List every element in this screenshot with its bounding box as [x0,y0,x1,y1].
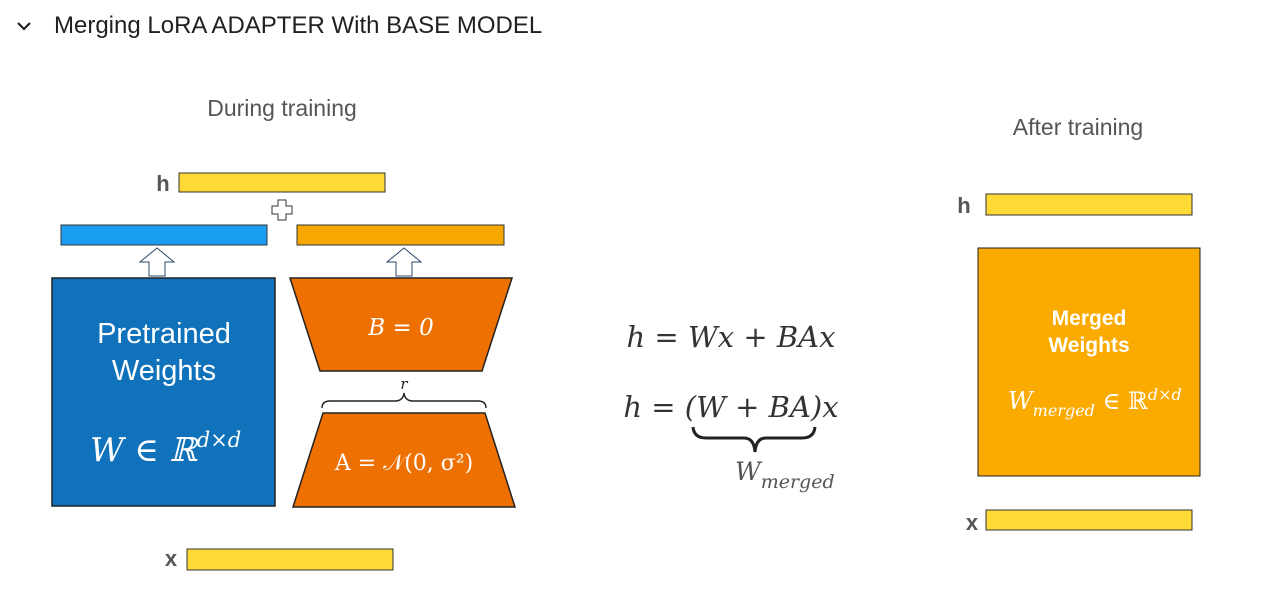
merged-weights-box [977,247,1201,477]
during-training-title: During training [207,95,357,121]
pretrained-label-line2: Weights [112,355,216,387]
up-arrow-icon [138,247,176,277]
after-x-label: x [966,510,979,535]
rank-brace [321,392,487,409]
w-formula: W ∈ ℝd×d [90,428,241,469]
equation-line2: h = (W + BA)x [623,390,838,424]
lora-b-matrix [288,277,514,372]
after-h-label: h [957,193,970,218]
during-h-label: h [156,171,169,196]
merged-formula-sup: d×d [1148,385,1182,404]
rank-label: r [400,375,408,393]
b-formula: B = 0 [367,315,433,341]
after-h-vector [985,193,1193,216]
w-merged-sub: merged [761,471,835,493]
merged-formula-rest: ∈ ℝ [1095,387,1149,415]
merged-label-line2: Weights [1048,334,1129,357]
lora-a-matrix [291,412,517,508]
w-merged-base: W [735,457,763,486]
pretrained-weights-box [51,277,276,507]
w-formula-base: W ∈ ℝ [90,430,199,469]
pretrained-output-bar [60,224,268,246]
w-merged-label: Wmerged [735,457,835,493]
merged-formula-base: W [1008,387,1035,415]
chevron-down-icon[interactable] [14,16,34,36]
equation-line1: h = Wx + BAx [627,320,836,354]
merged-formula-sub: merged [1033,401,1095,420]
merged-formula: Wmerged ∈ ℝd×d [1008,385,1182,420]
after-x-vector [985,509,1193,531]
plus-icon [271,199,293,221]
a-formula: A = 𝒩(0, σ²) [334,451,473,476]
lora-output-bar [296,224,505,246]
section-title: Merging LoRA ADAPTER With BASE MODEL [54,12,543,39]
during-x-label: x [165,546,178,571]
during-h-vector [178,172,386,193]
pretrained-label-line1: Pretrained [97,318,231,350]
up-arrow-icon [385,247,423,277]
merged-brace [691,426,817,453]
section-header: Merging LoRA ADAPTER With BASE MODEL [0,0,1265,52]
during-x-vector [186,548,394,571]
w-formula-sup: d×d [197,428,241,452]
after-training-title: After training [1013,114,1143,140]
merged-label-line1: Merged [1052,307,1127,330]
